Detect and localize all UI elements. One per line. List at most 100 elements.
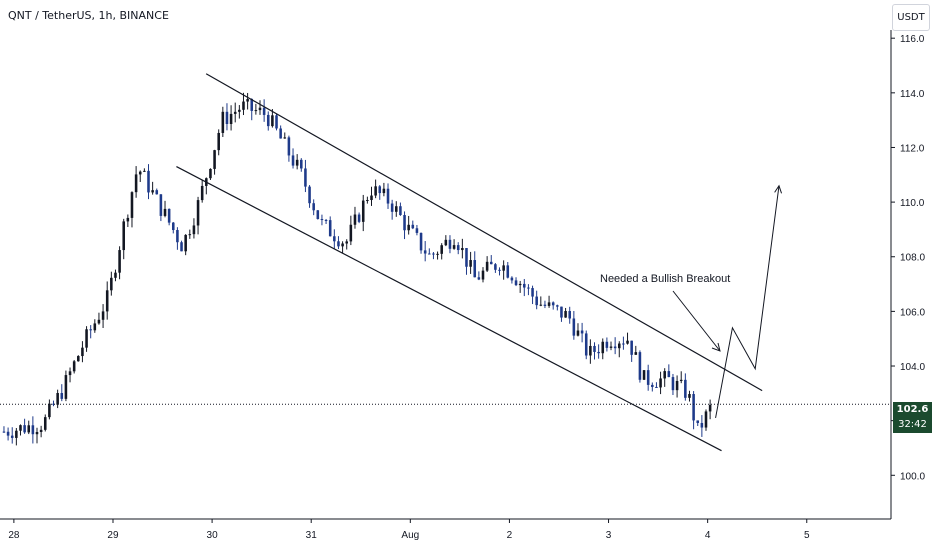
candle-body [19,425,22,431]
price-tick-label: 106.0 [900,307,925,318]
candle-body [213,150,216,169]
time-tick-label: 4 [705,530,711,541]
candle-body [394,206,398,212]
candle-body [242,101,245,110]
candle-body [423,250,427,254]
bar-countdown: 32:42 [898,419,927,430]
candle-body [580,330,584,334]
candle-body [52,403,55,405]
candle-body [498,269,501,271]
price-tick-label: 116.0 [900,34,925,45]
candle-body [151,190,154,193]
candle-body [118,250,121,273]
candle-body [279,128,282,139]
candle-body [64,375,68,399]
candle-body [147,170,150,193]
candle-body [378,186,382,194]
candle-body [43,417,47,430]
candle-body [6,431,10,436]
candle-body [659,378,662,388]
candle-body [2,431,6,433]
candle-body [35,432,39,435]
channel-lines [176,73,763,452]
candle-body [523,283,526,288]
time-tick-label: Aug [401,530,419,541]
time-tick-label: 30 [207,530,219,541]
time-tick-label: 2 [507,530,513,541]
candle-body [399,206,402,216]
projection-path [715,184,783,419]
candle-body [617,343,621,349]
candle-body [27,425,31,433]
candle-body [432,253,435,255]
candle-body [477,277,481,280]
candle-body [225,111,229,124]
candle-body [250,99,254,111]
candle-body [361,200,365,222]
candle-body [167,208,171,223]
candle-body [93,323,97,331]
price-tick-label: 112.0 [900,143,925,154]
candle-body [688,394,691,398]
time-axis: 28 29 30 31 Aug 2 3 4 5 [8,519,810,541]
channel-upper-line [205,73,763,392]
candle-body [258,107,262,111]
candle-body [180,242,183,252]
time-tick-label: 31 [306,530,318,541]
candle-body [440,245,443,254]
time-tick-label: 29 [107,530,119,541]
candle-body [333,236,336,242]
candle-body [126,217,130,222]
candle-body [613,346,617,349]
annotation-label: Needed a Bullish Breakout [600,273,730,285]
candle-body [502,265,505,271]
candle-body [97,319,101,324]
candle-body [85,329,88,348]
price-tick-label: 108.0 [900,253,925,264]
currency-selector[interactable]: USDT [892,4,930,31]
candle-body [184,234,187,252]
candle-body [283,137,287,139]
projection-arrowhead [774,184,783,194]
candle-body [572,318,576,336]
candle-body [39,429,43,433]
chart-title: QNT / TetherUS, 1h, BINANCE [8,9,169,22]
candle-body [300,159,303,169]
candle-body [304,168,307,187]
candle-body [271,115,274,127]
candle-body [134,174,138,193]
candle-body [704,411,708,428]
candle-body [419,232,423,251]
candle-body [328,220,332,237]
candle-body [481,270,485,280]
candle-body [23,425,26,433]
candle-body [31,425,35,435]
candle-body [221,111,225,133]
candle-body [510,277,514,281]
candle-body [275,115,278,129]
candle-body [543,304,547,306]
candle-body [415,228,419,233]
candle-body [341,243,344,247]
candle-body [114,272,117,278]
candle-body [667,371,671,378]
candle-body [143,170,146,172]
candle-body [68,371,72,376]
candle-body [465,248,468,267]
candle-body [655,386,658,388]
candle-body [196,200,200,226]
candle-body [407,224,410,231]
candle-body [56,393,59,405]
candle-body [663,371,666,379]
candle-body [81,347,84,357]
candle-body [696,420,700,423]
candle-body [262,107,266,115]
candle-body [461,248,464,251]
candle-body [171,222,175,231]
candle-body [560,306,563,318]
candle-body [626,340,629,344]
price-tick-label: 110.0 [900,198,925,209]
candle-body [539,304,543,306]
candle-body [651,384,654,387]
